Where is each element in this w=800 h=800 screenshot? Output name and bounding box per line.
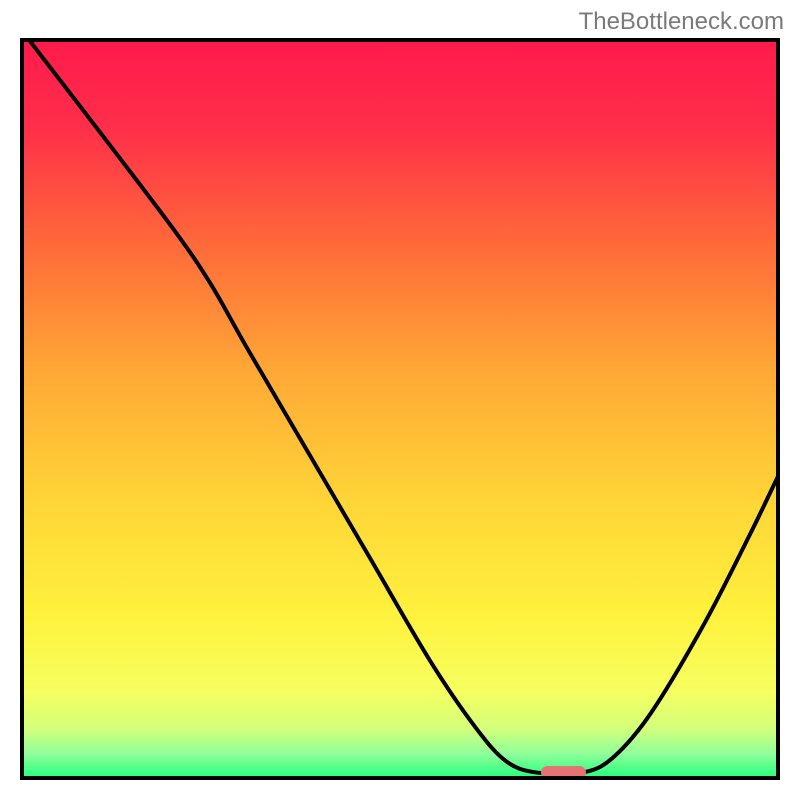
bottleneck-curve (20, 38, 780, 780)
root-container: TheBottleneck.com (0, 0, 800, 800)
optimal-point-marker (541, 766, 587, 779)
plot-area (20, 38, 780, 780)
watermark-text: TheBottleneck.com (579, 8, 784, 36)
